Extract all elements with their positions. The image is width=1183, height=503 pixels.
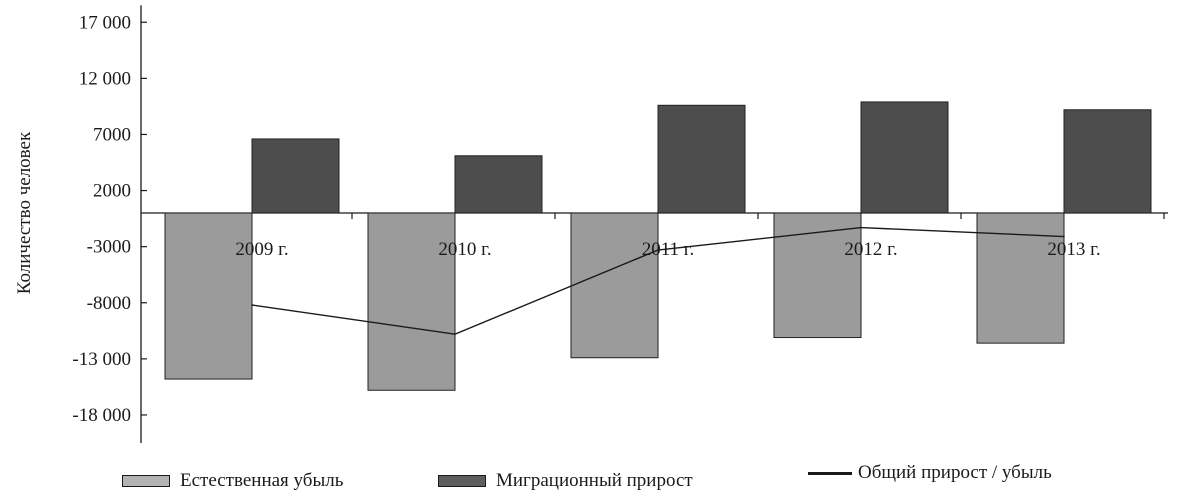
legend-swatch-natural-decrease [122, 475, 170, 487]
legend-label-migration-increase: Миграционный прирост [496, 470, 693, 491]
legend-label-total: Общий прирост / убыль [858, 462, 1052, 483]
legend: Естественная убыль Миграционный прирост … [0, 462, 1183, 500]
legend-item-natural-decrease: Естественная убыль [122, 470, 343, 492]
y-tick-label: -8000 [87, 293, 131, 314]
x-tick-label: 2010 г. [438, 239, 491, 260]
bar-migration-increase [1063, 109, 1152, 214]
y-tick-label: 12 000 [79, 68, 131, 89]
bar-natural-decrease [773, 212, 862, 339]
legend-item-total: Общий прирост / убыль [808, 462, 1052, 484]
x-tick-label: 2012 г. [844, 239, 897, 260]
y-axis-title: Количество человек [14, 131, 35, 294]
bar-migration-increase [454, 155, 543, 214]
bar-migration-increase [657, 104, 746, 214]
point-total [1063, 235, 1065, 238]
y-tick-label: 17 000 [79, 12, 131, 33]
bar-natural-decrease [164, 212, 253, 380]
bar-natural-decrease [367, 212, 456, 391]
bar-migration-increase [251, 138, 340, 214]
y-tick-label: 2000 [93, 181, 131, 202]
chart-plot-area: 17 000 12 000 7000 2000 -3000 -8000 -13 000 -18… [14, 5, 1168, 444]
y-tick-label: 7000 [93, 124, 131, 145]
legend-item-migration-increase: Миграционный прирост [438, 470, 693, 492]
point-total [657, 249, 659, 251]
legend-label-natural-decrease: Естественная убыль [180, 470, 344, 491]
x-tick-label: 2011 г. [642, 239, 694, 260]
y-tick-label: -3000 [87, 237, 131, 258]
point-total [251, 304, 253, 306]
bar-migration-increase [860, 101, 949, 214]
bar-natural-decrease [976, 212, 1065, 344]
x-tick-label: 2013 г. [1047, 239, 1100, 260]
legend-swatch-migration-increase [438, 475, 486, 487]
y-tick-label: -18 000 [72, 405, 131, 426]
point-total [454, 333, 456, 335]
bar-natural-decrease [570, 212, 659, 359]
y-tick-label: -13 000 [72, 349, 131, 370]
legend-swatch-total [808, 471, 852, 475]
x-tick-label: 2009 г. [235, 239, 288, 260]
point-total [860, 226, 862, 229]
